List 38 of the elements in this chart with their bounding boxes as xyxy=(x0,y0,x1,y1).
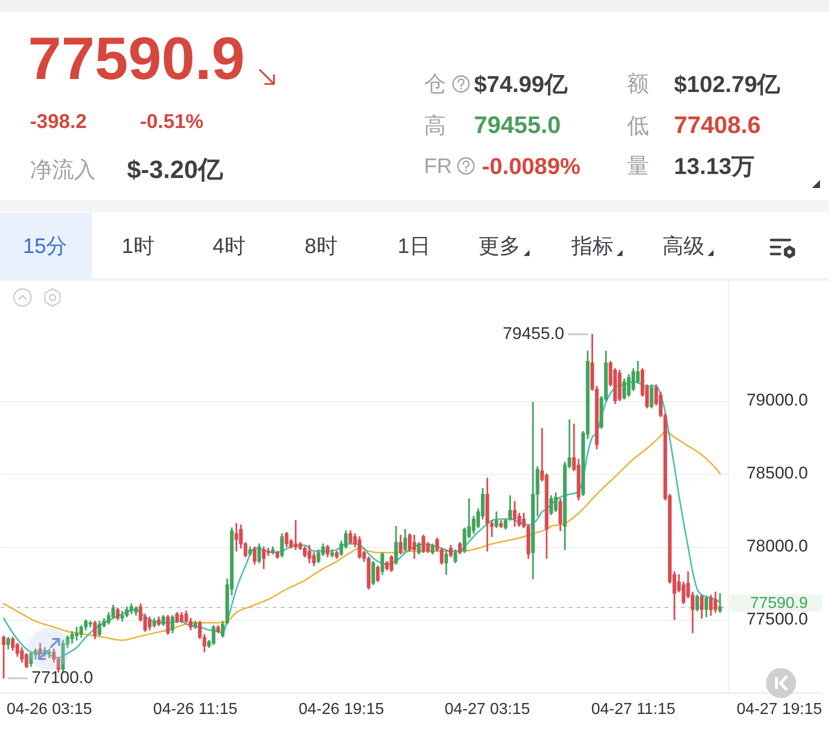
x-tick-label: 04-26 03:15 xyxy=(6,700,92,718)
text: 77408.6 xyxy=(674,112,761,139)
text: 量 xyxy=(627,153,649,178)
x-tick-label: 04-26 11:15 xyxy=(153,700,238,718)
x-tick-label: 04-27 19:15 xyxy=(736,700,822,718)
text: -0.0089% xyxy=(482,152,580,178)
y-tick-label: 77500.0 xyxy=(746,609,808,628)
x-tick-label: 04-26 19:15 xyxy=(298,700,384,718)
annotation: 77100.0 xyxy=(32,668,94,687)
y-tick-label: 78500.0 xyxy=(746,463,808,482)
text: 15分 xyxy=(22,234,68,258)
x-tick-label: 04-27 11:15 xyxy=(591,700,676,718)
text: 77590.9 xyxy=(28,25,245,92)
text: 低 xyxy=(627,113,649,138)
ref-line-label: 77590.9 xyxy=(750,594,808,612)
annotation: 79455.0 xyxy=(502,324,564,343)
text: 13.13万 xyxy=(674,152,755,178)
text: 79455.0 xyxy=(474,112,561,139)
text: 4时 xyxy=(212,234,246,258)
text: $74.99亿 xyxy=(474,70,568,96)
text: 更多 xyxy=(478,234,520,258)
text: 1日 xyxy=(398,234,430,258)
text: FR xyxy=(424,154,452,178)
text: $102.79亿 xyxy=(674,70,780,96)
text: 净流入 xyxy=(30,157,96,182)
y-tick-label: 79000.0 xyxy=(746,390,808,410)
text: 8时 xyxy=(304,234,338,258)
text: 额 xyxy=(627,71,649,96)
text: -398.2 xyxy=(30,111,87,133)
text: 高 xyxy=(424,113,446,138)
text: -0.51% xyxy=(140,111,204,133)
text: 仓 xyxy=(424,71,446,96)
text: 高级 xyxy=(662,234,704,258)
y-tick-label: 78000.0 xyxy=(746,536,808,556)
text: 指标 xyxy=(572,234,614,258)
text: $-3.20亿 xyxy=(127,156,223,184)
text: 1时 xyxy=(122,234,154,258)
x-tick-label: 04-27 03:15 xyxy=(444,700,530,718)
